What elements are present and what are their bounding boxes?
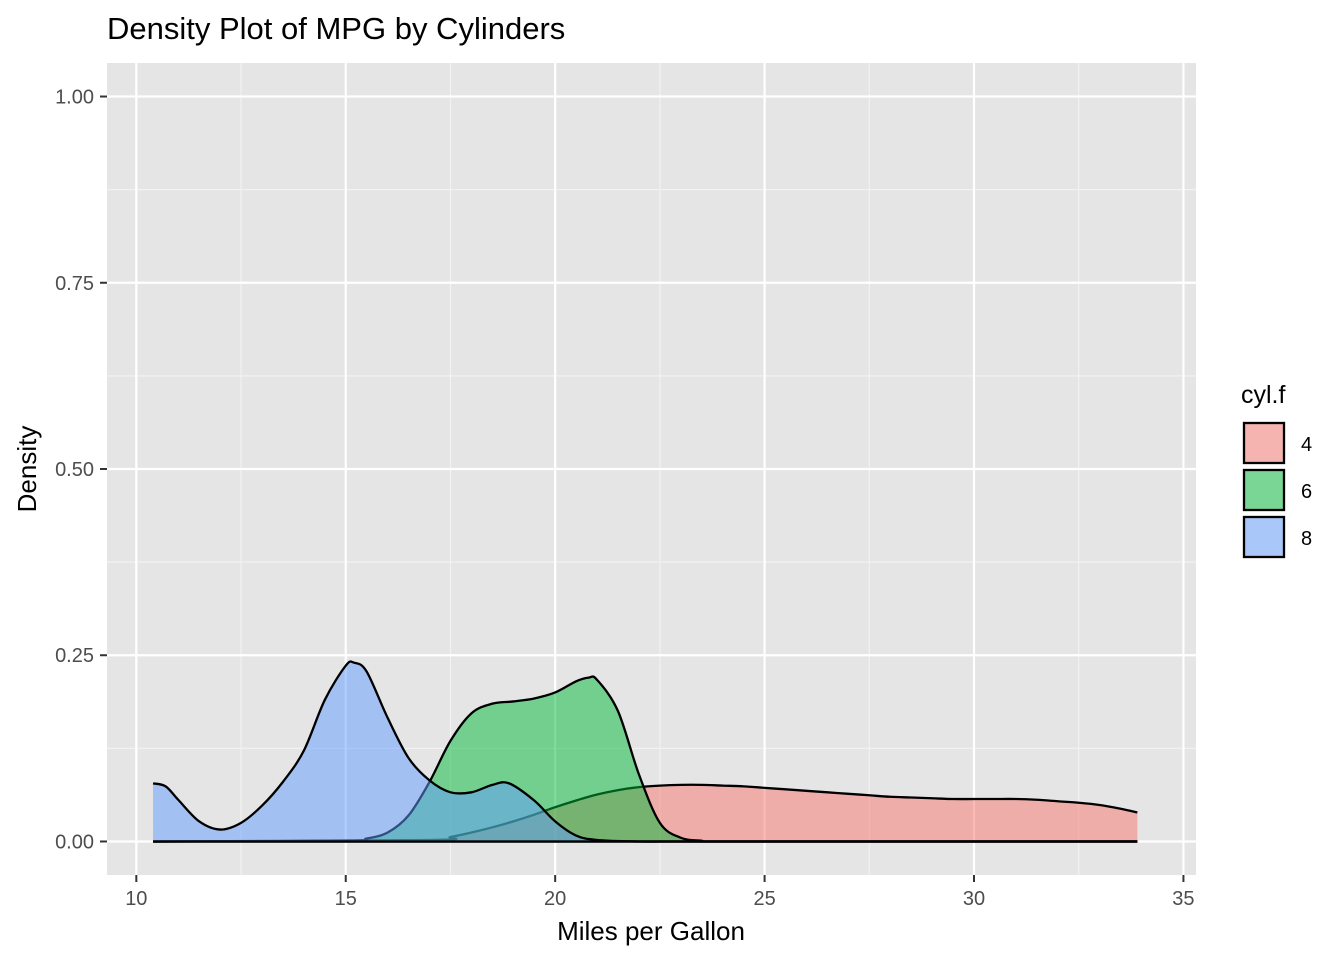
x-axis-title: Miles per Gallon — [557, 916, 745, 946]
x-axis: 10 15 20 25 30 35 — [125, 875, 1195, 910]
x-tick-label: 15 — [335, 888, 357, 910]
legend-key-6 — [1242, 468, 1286, 512]
legend: cyl.f 4 6 8 — [1241, 381, 1312, 559]
y-tick-label: 0.25 — [55, 645, 94, 667]
y-tick-label: 0.50 — [55, 459, 94, 481]
x-tick-label: 30 — [963, 888, 985, 910]
chart-title: Density Plot of MPG by Cylinders — [107, 11, 565, 46]
x-tick-label: 35 — [1172, 888, 1194, 910]
y-tick-label: 0.00 — [55, 831, 94, 853]
density-area-cyl-6 — [153, 676, 1138, 842]
legend-label: 6 — [1301, 481, 1312, 503]
density-areas — [152, 660, 1138, 843]
x-tick-label: 25 — [753, 888, 775, 910]
x-tick-label: 10 — [125, 888, 147, 910]
y-tick-label: 0.75 — [55, 273, 94, 295]
legend-key-8 — [1242, 515, 1286, 559]
legend-label: 4 — [1301, 434, 1312, 456]
x-tick-label: 20 — [544, 888, 566, 910]
density-area-cyl-8 — [153, 661, 1138, 842]
y-axis: 0.00 0.25 0.50 0.75 1.00 — [55, 87, 107, 853]
legend-label: 8 — [1301, 528, 1312, 550]
y-tick-label: 1.00 — [55, 87, 94, 109]
legend-title: cyl.f — [1241, 381, 1286, 409]
legend-key-4 — [1242, 421, 1286, 465]
y-axis-title: Density — [12, 426, 42, 513]
